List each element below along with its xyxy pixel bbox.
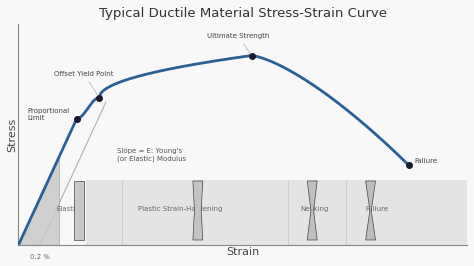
Text: 0.2 %: 0.2 % xyxy=(30,254,50,260)
X-axis label: Strain: Strain xyxy=(226,247,259,257)
Text: Failure: Failure xyxy=(366,206,389,213)
Text: Offset Yield Point: Offset Yield Point xyxy=(54,70,114,95)
Title: Typical Ductile Material Stress-Strain Curve: Typical Ductile Material Stress-Strain C… xyxy=(99,7,387,20)
Polygon shape xyxy=(307,181,317,240)
Text: Necking: Necking xyxy=(301,206,328,213)
Polygon shape xyxy=(193,181,203,240)
Polygon shape xyxy=(365,181,375,240)
Text: Elastic: Elastic xyxy=(56,206,79,213)
Text: Failure: Failure xyxy=(414,158,437,164)
Polygon shape xyxy=(18,157,59,245)
Polygon shape xyxy=(86,180,467,245)
Text: Slope = E: Young's
(or Elastic) Modulus: Slope = E: Young's (or Elastic) Modulus xyxy=(117,148,186,162)
Y-axis label: Stress: Stress xyxy=(7,118,17,152)
Text: Proportional
Limit: Proportional Limit xyxy=(27,108,77,121)
Polygon shape xyxy=(74,181,84,240)
Text: Plastic Strain-Hardening: Plastic Strain-Hardening xyxy=(137,206,222,213)
Text: Ultimate Strength: Ultimate Strength xyxy=(207,33,269,53)
